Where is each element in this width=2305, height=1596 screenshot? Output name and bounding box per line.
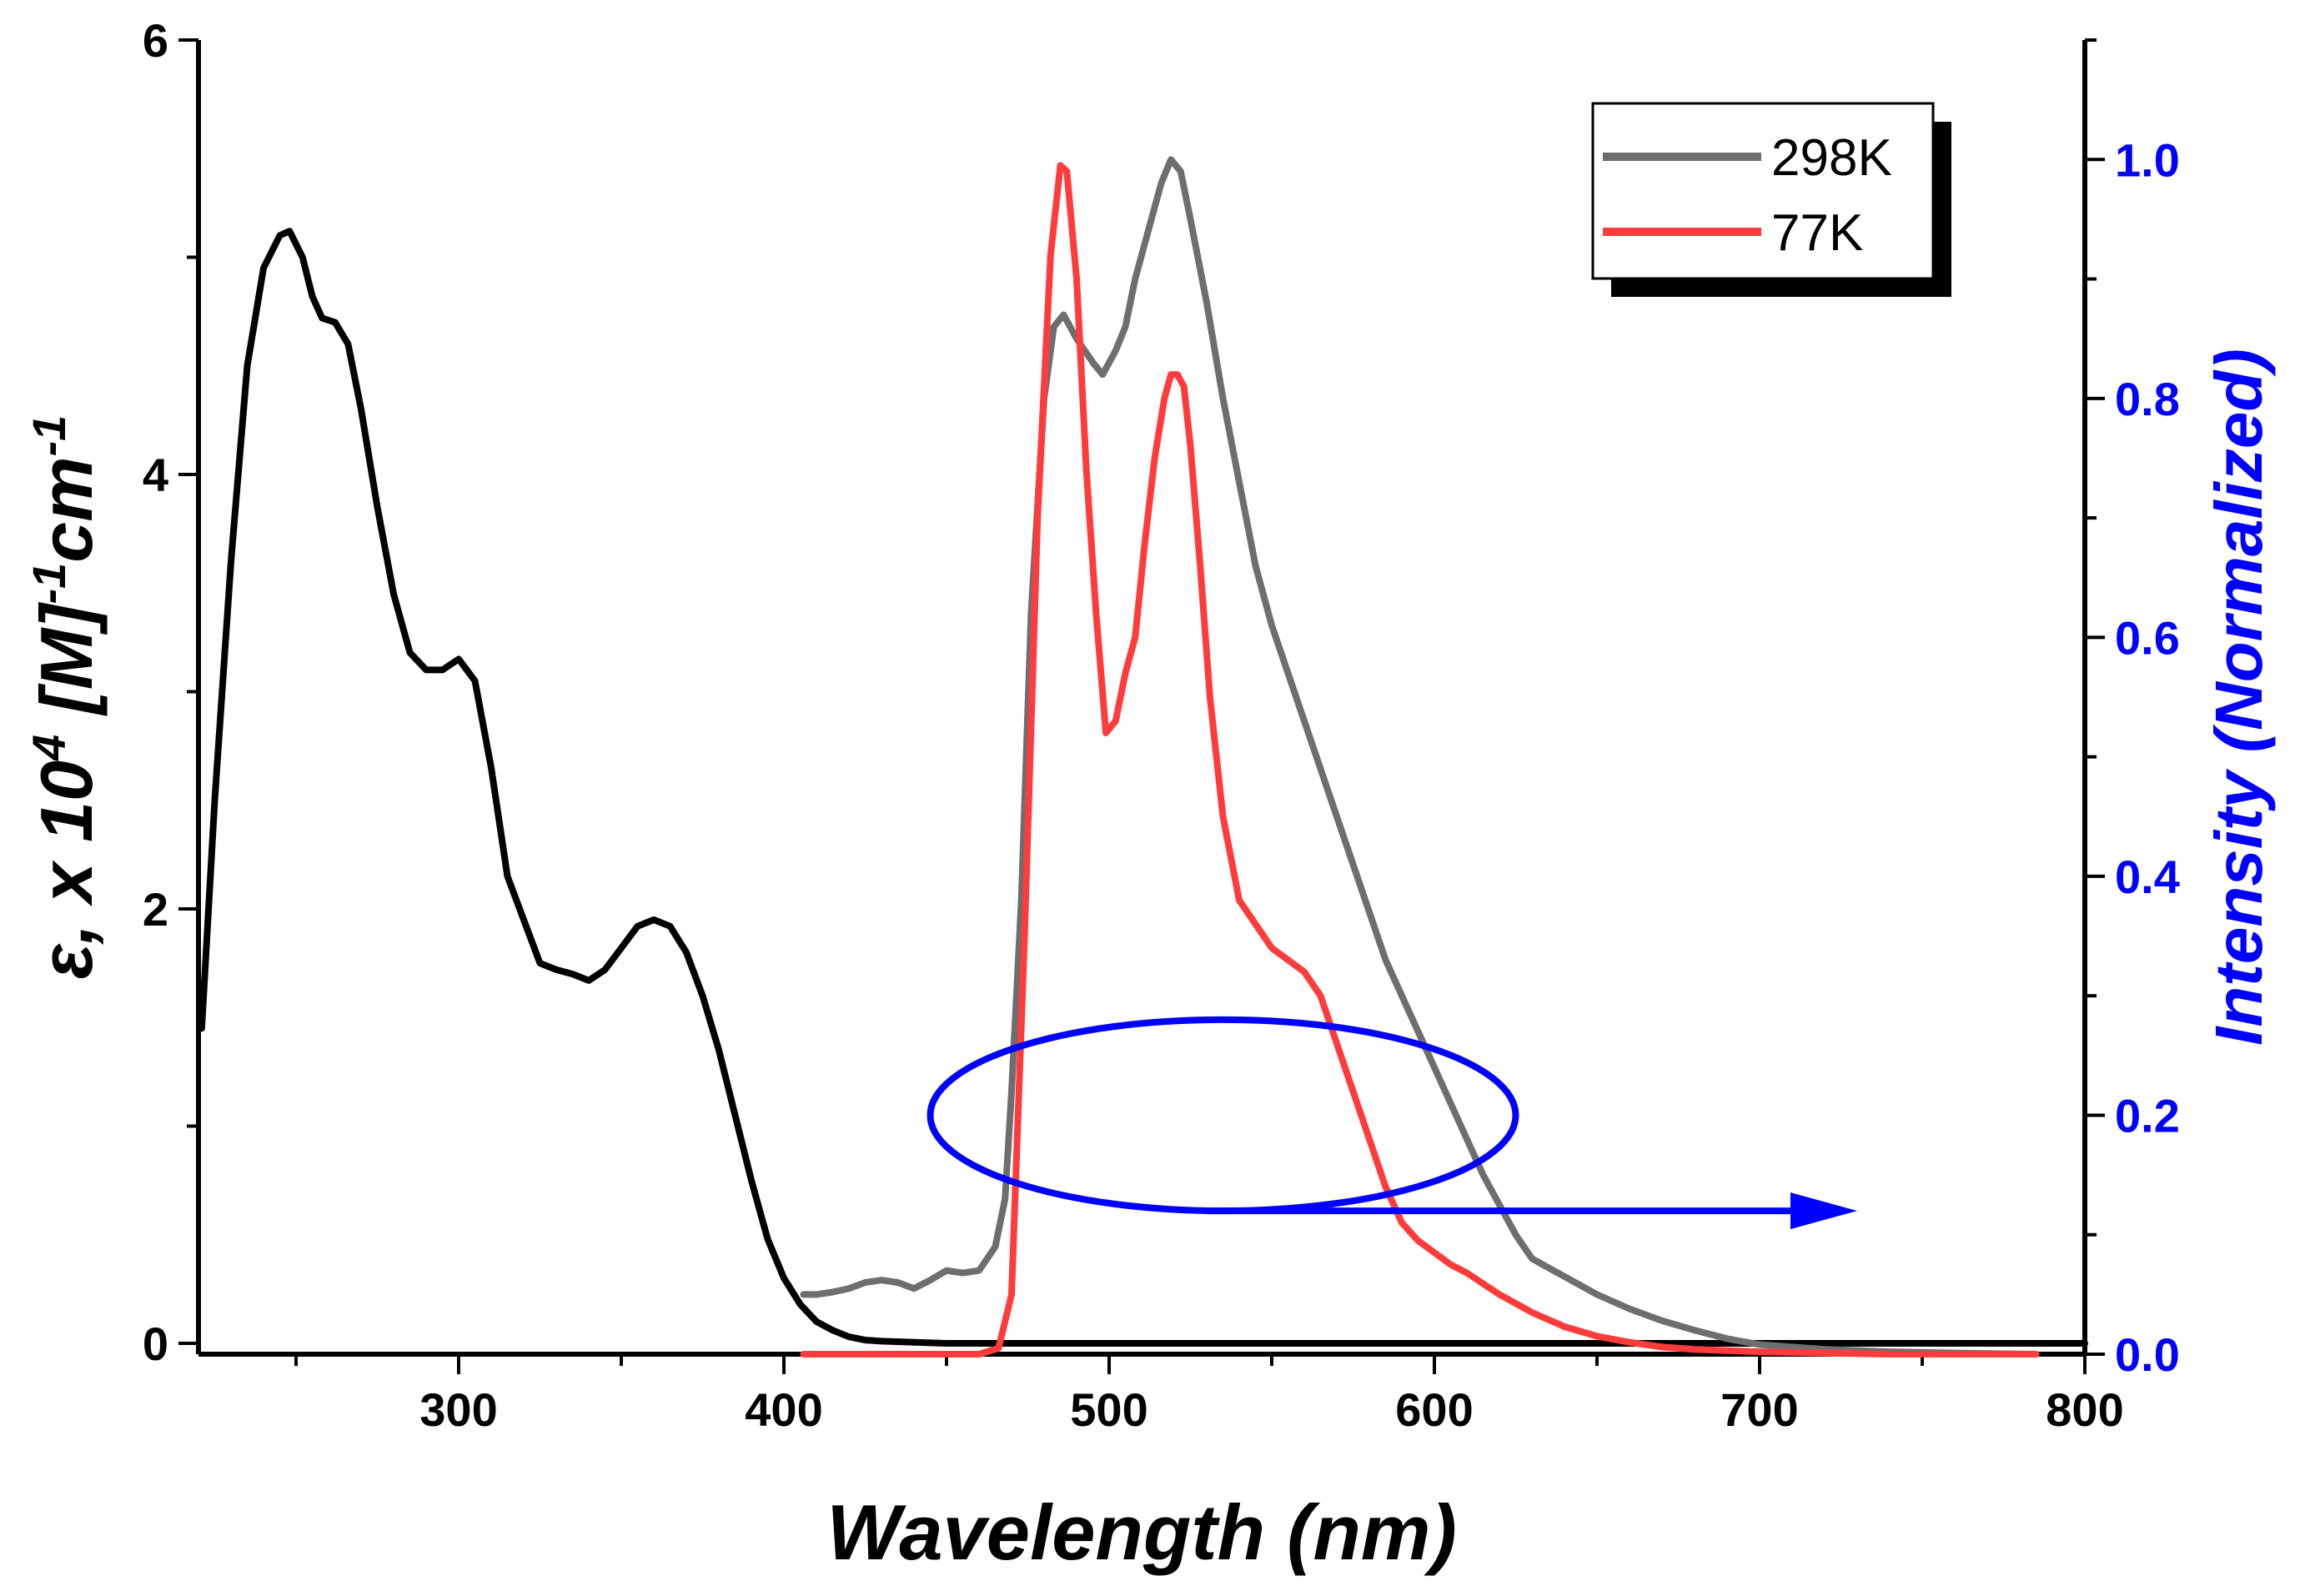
legend-box [1591,102,1935,280]
annotation-layer [927,1016,1857,1230]
right-y-tick-label: 1.0 [2115,133,2180,186]
series-layer [198,156,2088,1358]
axis-ticks [178,38,2105,1374]
x-tick-label: 800 [2046,1383,2123,1436]
left-y-axis-title-symbol: ε [25,943,108,979]
x-axis-title: Wavelength (nm) [826,1488,1457,1576]
left-y-axis-title: ε, x 104 [M]-1cm-1 [23,415,108,980]
x-tick-label: 500 [1070,1383,1147,1436]
legend-label-298K: 298K [1771,129,1892,187]
right-y-axis-title: Intensity (Normalized) [2202,349,2276,1046]
legend: 298K 77K [1591,102,1951,297]
left-y-axis-title-sup3: -1 [23,415,75,457]
legend-label-77K: 77K [1771,204,1863,262]
series-line-77k [800,162,2040,1358]
x-tick-label: 600 [1395,1383,1473,1436]
x-tick-label: 400 [745,1383,822,1436]
left-y-axis-title-text: , x 10 [25,760,108,945]
left-y-tick-label: 6 [143,14,168,67]
series-line-298k [800,156,2040,1358]
left-y-axis-title-sup1: 4 [23,735,75,761]
left-y-tick-label: 2 [143,883,168,936]
x-tick-label: 300 [419,1383,497,1436]
annotation-arrow-head [1790,1192,1857,1230]
left-y-axis-title-text3: cm [25,457,108,563]
axis-tick-labels: 300 400 500 600 700 800 0 2 4 6 0.0 0.2 0.4 0.6 0.8 1.0 [143,14,2180,1436]
left-y-tick-label: 0 [143,1317,168,1370]
left-y-axis-title-text2: [M] [25,602,108,735]
right-y-tick-label: 0.4 [2115,851,2180,903]
right-y-tick-label: 0.0 [2115,1328,2180,1381]
right-y-tick-label: 0.8 [2115,373,2180,425]
x-tick-label: 700 [1720,1383,1798,1436]
left-y-tick-label: 4 [143,449,168,501]
left-y-axis-title-sup2: -1 [23,563,75,605]
right-y-tick-label: 0.6 [2115,611,2180,664]
series-line-absorption [198,228,2088,1347]
right-y-tick-label: 0.2 [2115,1089,2180,1142]
